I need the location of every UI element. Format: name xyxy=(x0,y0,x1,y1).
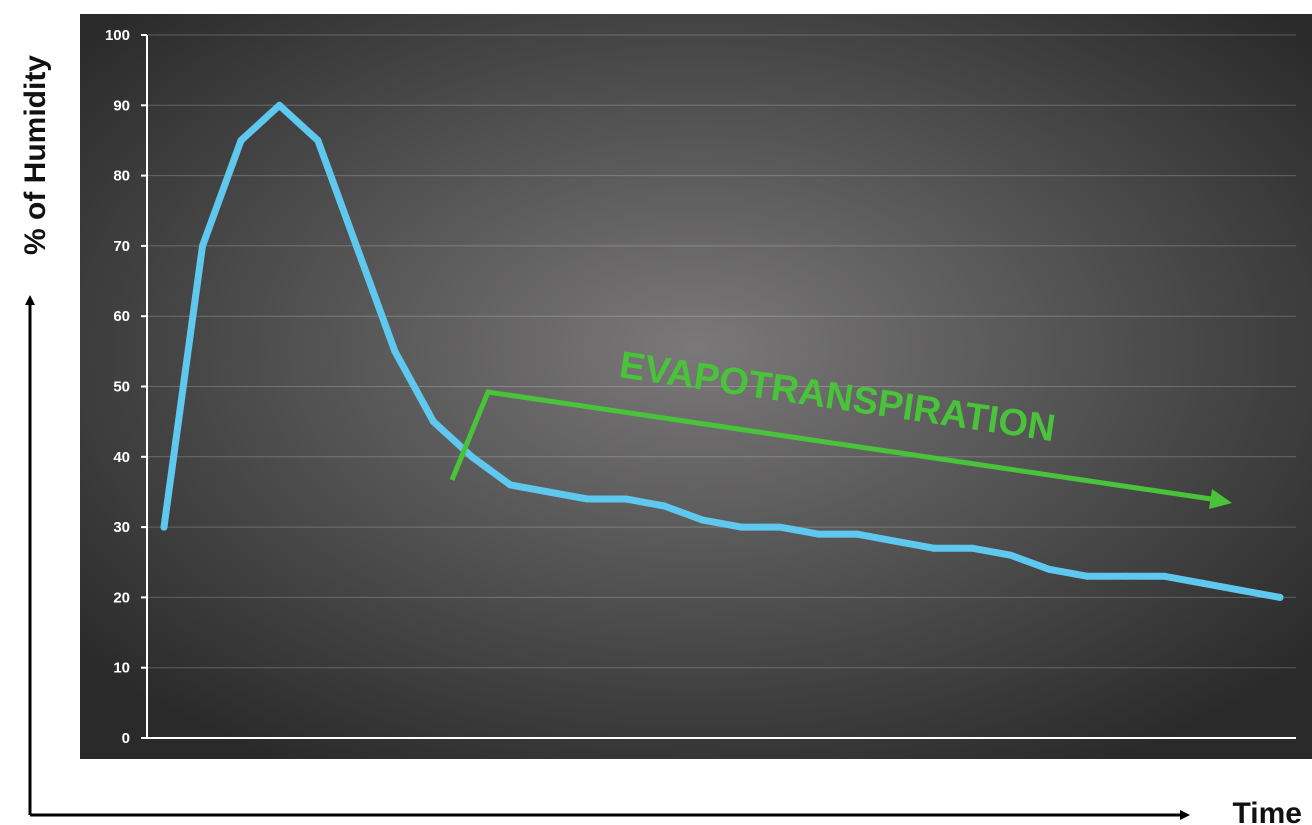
annotation-arrowhead xyxy=(1209,489,1232,509)
y-tick-label-20: 20 xyxy=(113,589,130,606)
y-tick-label-90: 90 xyxy=(113,97,130,114)
data-point-4 xyxy=(314,137,322,144)
y-tick-labels: 0 10 20 30 40 50 60 70 80 90 100 xyxy=(105,27,130,747)
data-point-23 xyxy=(1045,565,1053,573)
data-point-0 xyxy=(160,523,168,531)
data-point-14 xyxy=(699,516,707,524)
plot-background xyxy=(80,14,1312,759)
data-point-9 xyxy=(506,481,514,489)
data-point-13 xyxy=(660,502,668,510)
data-point-6 xyxy=(391,347,399,355)
y-tick-label-60: 60 xyxy=(113,308,130,325)
y-tick-label-0: 0 xyxy=(122,730,130,747)
data-point-21 xyxy=(968,544,976,552)
data-point-3 xyxy=(275,101,283,109)
data-point-15 xyxy=(737,523,745,531)
x-axis-title: Time xyxy=(1233,797,1302,825)
data-point-28 xyxy=(1238,586,1245,594)
data-points xyxy=(160,101,1284,601)
y-tick-label-40: 40 xyxy=(113,449,130,466)
humidity-series-line xyxy=(160,101,1284,601)
data-point-22 xyxy=(1007,551,1015,559)
y-tick-label-30: 30 xyxy=(113,519,130,536)
data-point-29 xyxy=(1276,593,1284,601)
data-point-17 xyxy=(814,530,822,538)
data-point-26 xyxy=(1161,572,1169,580)
data-point-20 xyxy=(930,544,938,552)
data-point-12 xyxy=(622,495,630,503)
data-point-16 xyxy=(776,523,784,531)
data-point-24 xyxy=(1084,572,1092,580)
annotation-bracket xyxy=(449,389,1219,503)
y-tick-label-80: 80 xyxy=(113,168,130,185)
data-point-18 xyxy=(853,530,861,538)
y-tick-label-70: 70 xyxy=(113,238,130,255)
data-point-27 xyxy=(1199,579,1207,587)
data-point-11 xyxy=(583,495,591,503)
y-tick-label-10: 10 xyxy=(113,660,130,677)
y-tick-label-50: 50 xyxy=(113,379,130,396)
data-point-1 xyxy=(199,242,206,250)
y-axis-title: % of Humidity xyxy=(19,55,52,255)
data-point-2 xyxy=(237,137,245,144)
data-point-7 xyxy=(429,418,437,426)
y-tick-label-100: 100 xyxy=(105,27,130,44)
data-point-19 xyxy=(891,537,899,545)
data-point-10 xyxy=(545,488,553,496)
data-point-5 xyxy=(352,242,360,250)
data-point-8 xyxy=(468,453,476,461)
data-point-25 xyxy=(1122,572,1130,580)
